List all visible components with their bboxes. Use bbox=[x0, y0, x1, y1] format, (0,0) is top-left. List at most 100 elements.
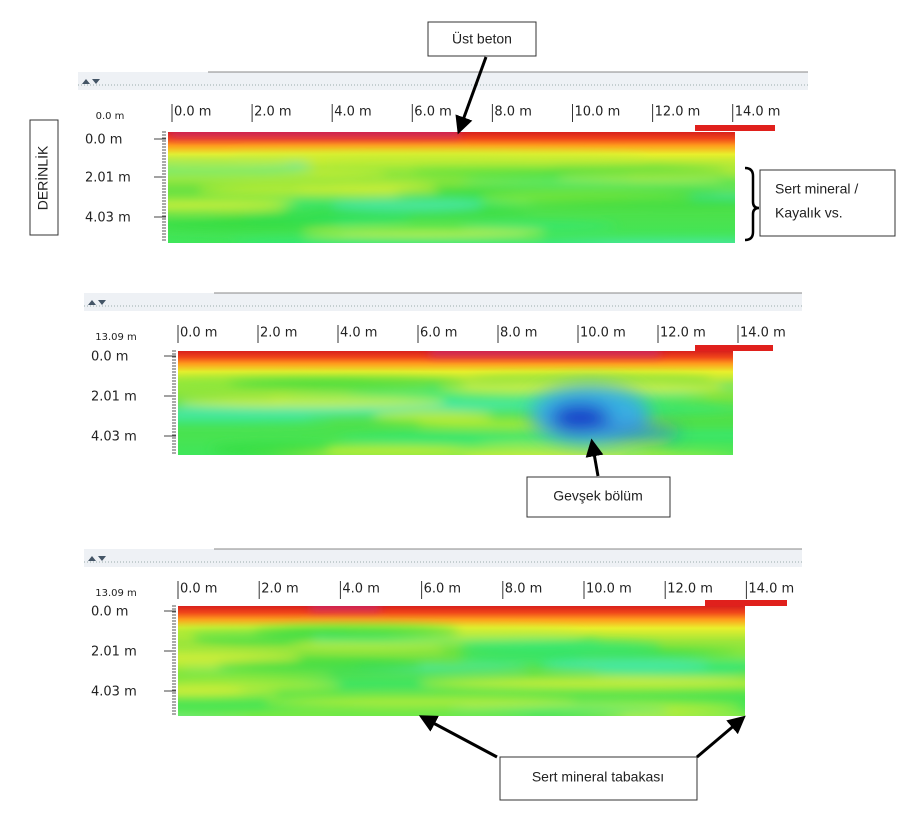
y-tick-label: 2.01 m bbox=[85, 171, 131, 186]
annotation: Gevşek bölüm bbox=[553, 488, 642, 504]
heatmap-blob bbox=[550, 404, 610, 432]
x-tick-label: 4.0 m bbox=[342, 582, 379, 597]
heatmap-band bbox=[320, 163, 558, 170]
x-tick-label: 4.0 m bbox=[340, 326, 377, 341]
x-tick-label: 12.0 m bbox=[660, 326, 706, 341]
heatmap-band bbox=[296, 152, 649, 166]
heatmap-band bbox=[263, 695, 580, 708]
heatmap-surface bbox=[430, 351, 660, 355]
offset-label: 0.0 m bbox=[96, 111, 125, 122]
heatmap-band bbox=[524, 239, 735, 243]
scan-panel: 13.09 m 0.0 m 2.0 m 4.0 m 6.0 m 8.0 m 10.0 m 12… bbox=[84, 548, 802, 725]
annotation: Sert mineral tabakası bbox=[532, 769, 664, 785]
scan-panel: 13.09 m 0.0 m 2.0 m 4.0 m 6.0 m 8.0 m 10.0 m 12… bbox=[84, 292, 802, 455]
arrow bbox=[418, 715, 498, 759]
heatmap-band bbox=[226, 377, 468, 390]
collapse-icon bbox=[88, 300, 106, 305]
x-tick-label: 8.0 m bbox=[494, 105, 531, 120]
heatmap-band bbox=[419, 676, 745, 691]
x-tick-label: 4.0 m bbox=[334, 105, 371, 120]
y-tick-label: 2.01 m bbox=[91, 645, 137, 660]
arrow bbox=[696, 715, 746, 759]
arrow bbox=[455, 56, 488, 135]
heatmap-band bbox=[210, 443, 332, 455]
heatmap-band bbox=[168, 218, 341, 231]
scan-panel: 0.0 m 0.0 m 2.0 m 4.0 m 6.0 m 8.0 m 10.0 m 12.0… bbox=[78, 71, 808, 243]
heatmap-band bbox=[371, 411, 494, 423]
heatmap-texture bbox=[123, 606, 745, 725]
heatmap-band bbox=[470, 715, 592, 716]
annotation: Sert mineral / bbox=[775, 181, 858, 197]
offset-label: 13.09 m bbox=[95, 332, 137, 343]
x-tick-label: 0.0 m bbox=[180, 326, 217, 341]
x-tick-label: 10.0 m bbox=[580, 326, 626, 341]
offset-label: 13.09 m bbox=[95, 588, 137, 599]
heatmap-band bbox=[168, 168, 316, 176]
collapse-icon bbox=[82, 79, 100, 84]
heatmap-band bbox=[336, 432, 605, 444]
x-tick-label: 6.0 m bbox=[420, 326, 457, 341]
heatmap-band bbox=[233, 238, 472, 243]
x-tick-label: 12.0 m bbox=[655, 105, 701, 120]
annotation-box bbox=[759, 169, 896, 237]
heatmap-band bbox=[168, 197, 297, 207]
x-tick-label: 8.0 m bbox=[505, 582, 542, 597]
heatmap-band bbox=[178, 417, 332, 426]
brace bbox=[744, 166, 760, 242]
annotation-box bbox=[526, 476, 671, 518]
x-tick-label: 2.0 m bbox=[261, 582, 298, 597]
heatmap-band bbox=[542, 659, 711, 672]
annotation-box bbox=[499, 756, 698, 801]
annotation: Kayalık vs. bbox=[775, 205, 843, 221]
y-tick-label: 0.0 m bbox=[91, 605, 128, 620]
heatmap-band bbox=[252, 624, 462, 638]
heatmap bbox=[178, 351, 733, 455]
y-tick-label: 4.03 m bbox=[85, 211, 131, 226]
x-tick-label: 2.0 m bbox=[260, 326, 297, 341]
surface-marker bbox=[695, 125, 775, 131]
heatmap-band bbox=[178, 669, 334, 682]
heatmap-band bbox=[459, 222, 618, 230]
heatmap-band bbox=[330, 198, 484, 212]
x-tick-label: 14.0 m bbox=[740, 326, 786, 341]
heatmap-band bbox=[168, 160, 293, 169]
x-tick-label: 10.0 m bbox=[575, 105, 621, 120]
annotation: Üst beton bbox=[452, 30, 512, 47]
x-tick-label: 14.0 m bbox=[748, 582, 794, 597]
y-tick-label: 4.03 m bbox=[91, 685, 137, 700]
heatmap-surface bbox=[310, 606, 380, 610]
heatmap-band bbox=[458, 640, 662, 653]
heatmap-band bbox=[178, 650, 302, 663]
toolbar bbox=[84, 293, 802, 311]
annotation: DERİNLİK bbox=[34, 145, 51, 210]
x-tick-label: 0.0 m bbox=[174, 105, 211, 120]
heatmap bbox=[168, 132, 735, 243]
heatmap-surface bbox=[170, 132, 460, 136]
annotation-box bbox=[427, 21, 537, 57]
heatmap-band bbox=[178, 681, 342, 691]
heatmap-band bbox=[449, 705, 670, 716]
toolbar bbox=[78, 72, 808, 90]
y-tick-label: 4.03 m bbox=[91, 430, 137, 445]
heatmap-band bbox=[311, 241, 542, 243]
y-tick-label: 0.0 m bbox=[85, 133, 122, 148]
scan-panels: 0.0 m 0.0 m 2.0 m 4.0 m 6.0 m 8.0 m 10.0 m 12.0… bbox=[78, 71, 808, 725]
heatmap-band bbox=[197, 183, 401, 196]
heatmap-void bbox=[530, 385, 680, 445]
heatmap-band bbox=[123, 717, 250, 725]
heatmap-band bbox=[179, 396, 446, 408]
annotation-box bbox=[29, 119, 59, 236]
heatmap-band bbox=[178, 710, 534, 716]
y-tick-label: 0.0 m bbox=[91, 350, 128, 365]
heatmap-blob bbox=[600, 426, 680, 438]
collapse-icon bbox=[88, 556, 106, 561]
x-tick-label: 14.0 m bbox=[735, 105, 781, 120]
x-tick-label: 8.0 m bbox=[500, 326, 537, 341]
heatmap-band bbox=[215, 659, 424, 673]
heatmap-band bbox=[488, 453, 599, 455]
x-tick-label: 0.0 m bbox=[180, 582, 217, 597]
heatmap-band bbox=[555, 174, 723, 182]
x-tick-label: 2.0 m bbox=[254, 105, 291, 120]
heatmap-texture bbox=[168, 132, 735, 243]
